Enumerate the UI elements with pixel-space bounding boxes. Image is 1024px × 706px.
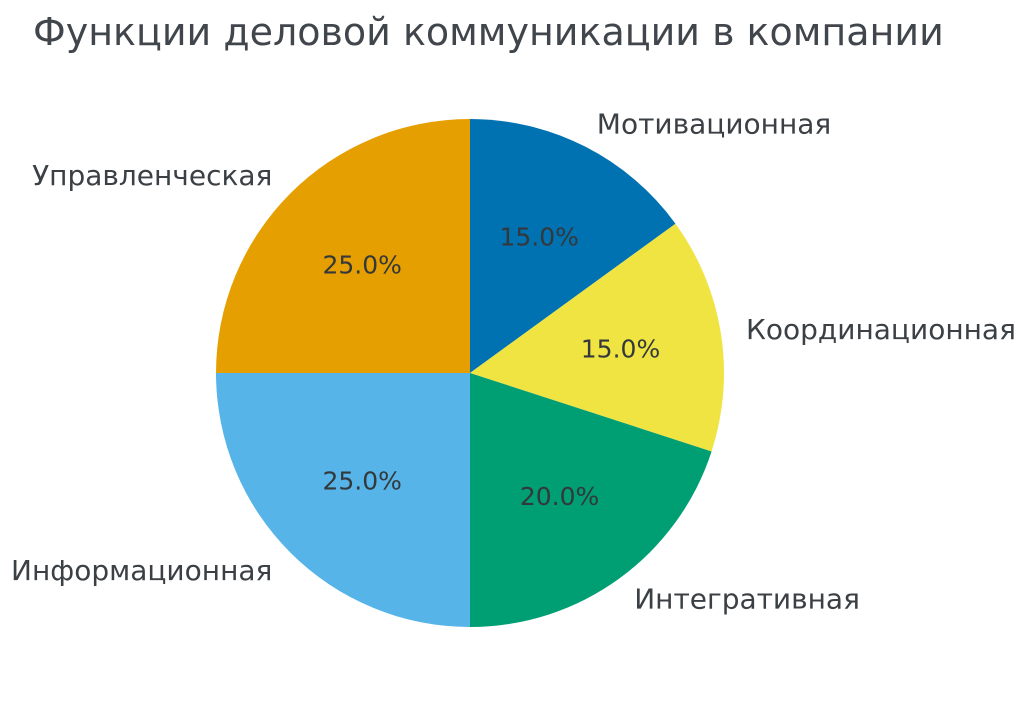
slice-label: Информационная xyxy=(11,554,272,587)
pie-slice-4 xyxy=(216,373,470,627)
slice-percent-label: 15.0% xyxy=(581,335,660,364)
slice-label: Координационная xyxy=(746,313,1016,346)
slice-label: Мотивационная xyxy=(597,108,831,141)
slice-percent-label: 15.0% xyxy=(499,223,578,252)
slice-label: Интегративная xyxy=(634,583,860,616)
pie-slice-2 xyxy=(470,223,725,452)
pie-slice-1 xyxy=(470,118,676,373)
chart-title: Функции деловой коммуникации в компании xyxy=(33,10,944,54)
slice-percent-label: 25.0% xyxy=(322,466,401,495)
slice-label: Управленческая xyxy=(32,159,272,192)
slice-percent-label: 25.0% xyxy=(322,251,401,280)
pie-slice-3 xyxy=(470,373,712,627)
pie-slice-5 xyxy=(216,119,470,373)
slice-percent-label: 20.0% xyxy=(520,482,599,511)
